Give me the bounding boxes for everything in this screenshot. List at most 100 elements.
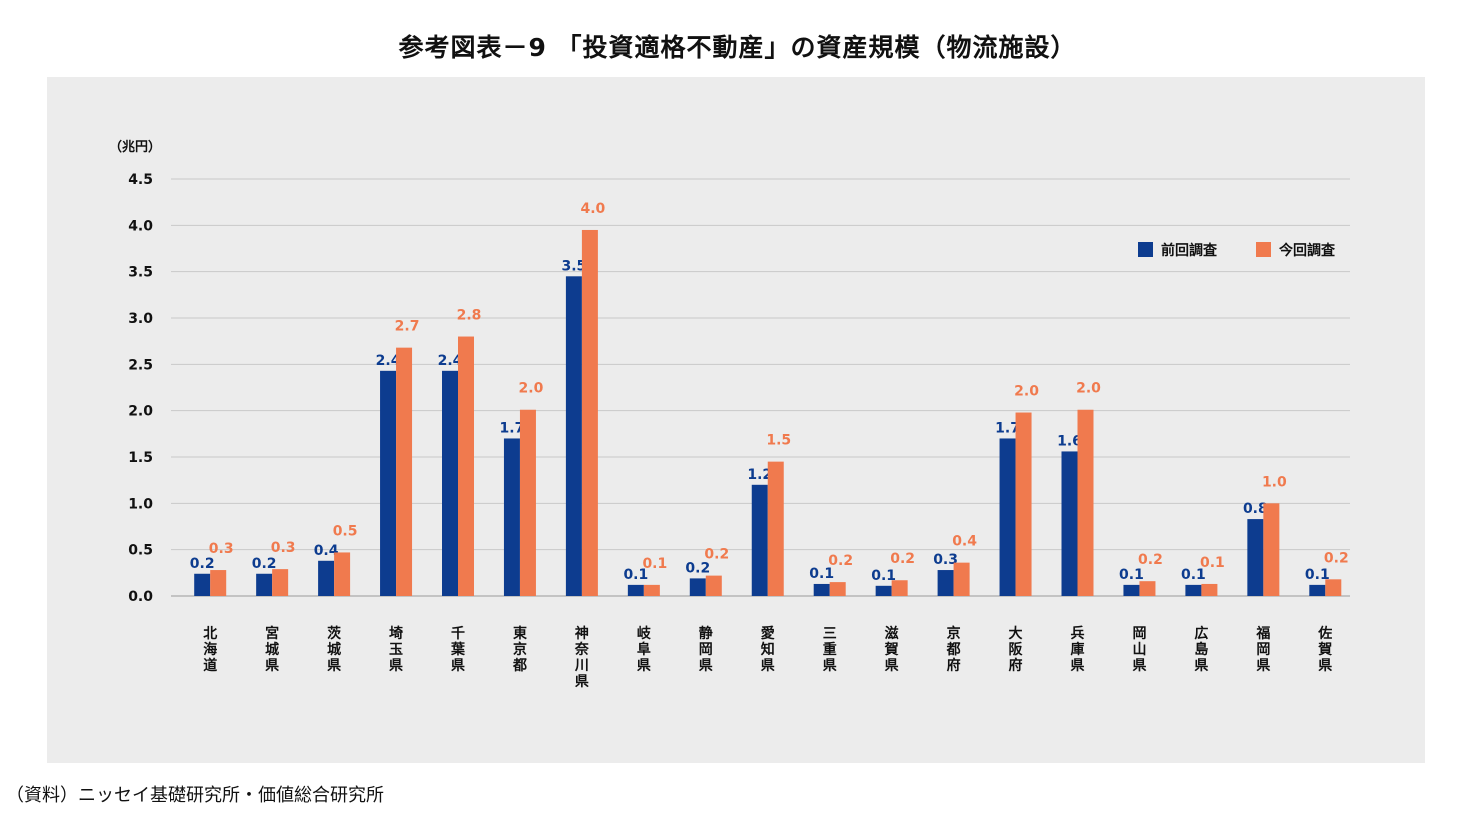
y-tick-label: 2.0 [128, 404, 153, 420]
bar-current [1015, 412, 1032, 596]
x-tick-label: 県 [1318, 658, 1332, 674]
data-label: 0.2 [252, 556, 277, 572]
bar-current [1263, 503, 1280, 596]
x-tick-label: 阪 [1009, 642, 1024, 658]
legend-label: 今回調査 [1278, 242, 1336, 259]
x-tick-label: 県 [575, 674, 589, 690]
bar-previous [565, 276, 582, 596]
bar-previous [318, 560, 335, 596]
y-tick-label: 1.0 [128, 496, 153, 512]
x-tick-label: 県 [699, 658, 713, 674]
data-label: 1.0 [1262, 474, 1287, 490]
y-tick-label: 1.5 [128, 450, 153, 466]
bar-current [519, 409, 536, 596]
x-tick-label: 県 [327, 658, 341, 674]
bar-previous [813, 583, 830, 596]
data-label: 2.0 [519, 381, 544, 397]
bar-current [272, 569, 289, 596]
data-label: 0.2 [828, 553, 853, 569]
data-label: 0.5 [333, 523, 358, 539]
x-tick-label: 城 [327, 641, 341, 658]
data-label: 0.1 [1305, 567, 1330, 583]
data-label: 2.7 [395, 319, 420, 335]
x-tick-label: 県 [451, 658, 465, 674]
data-label: 0.1 [1119, 567, 1144, 583]
y-tick-label: 0.5 [128, 543, 153, 559]
x-tick-label: 県 [885, 658, 899, 674]
data-label: 0.1 [623, 567, 648, 583]
data-label: 0.4 [952, 534, 977, 550]
data-label: 0.3 [209, 541, 234, 557]
bar-previous [1247, 519, 1264, 596]
bar-previous [1061, 451, 1078, 596]
x-tick-label: 県 [1132, 658, 1146, 674]
x-tick-label: 岡 [699, 642, 713, 658]
x-tick-label: 岡 [1132, 626, 1146, 642]
bar-previous [503, 438, 520, 596]
data-label: 3.5 [561, 258, 586, 274]
bar-previous [194, 573, 211, 596]
x-tick-label: 海 [203, 641, 217, 658]
x-tick-label: 県 [389, 658, 403, 674]
bar-previous [689, 578, 706, 596]
x-tick-label: 北 [203, 626, 217, 642]
bar-current [1077, 409, 1094, 596]
data-label: 0.2 [190, 556, 215, 572]
bar-previous [627, 584, 644, 596]
x-tick-label: 奈 [574, 641, 590, 658]
bar-chart: （兆円）0.00.51.01.52.02.53.03.54.04.50.20.3… [109, 139, 1350, 690]
x-tick-label: 重 [823, 641, 837, 658]
data-label: 2.4 [376, 353, 401, 369]
data-label: 0.2 [890, 551, 915, 567]
x-tick-label: 広 [1194, 625, 1208, 642]
x-tick-label: 城 [265, 641, 279, 658]
source-note: （資料）ニッセイ基礎研究所・価値総合研究所 [6, 785, 384, 806]
x-tick-label: 神 [575, 625, 589, 642]
bar-current [953, 562, 970, 596]
data-label: 0.4 [314, 543, 339, 559]
data-label: 2.0 [1076, 381, 1101, 397]
x-tick-label: 阜 [637, 641, 651, 658]
x-tick-label: 茨 [327, 625, 341, 642]
x-tick-label: 都 [512, 658, 527, 674]
bar-current [458, 336, 474, 596]
legend-label: 前回調査 [1161, 242, 1218, 259]
x-tick-label: 千 [451, 625, 465, 642]
bar-current [705, 575, 722, 596]
x-tick-label: 愛 [761, 625, 775, 642]
y-unit-label: （兆円） [109, 139, 161, 155]
x-tick-label: 県 [265, 658, 279, 674]
legend-swatch [1256, 242, 1271, 257]
x-tick-label: 県 [761, 658, 775, 674]
y-tick-label: 3.0 [128, 311, 153, 327]
bar-previous [1309, 584, 1326, 596]
x-tick-label: 道 [203, 657, 217, 674]
data-label: 0.3 [271, 540, 296, 556]
data-label: 0.2 [1324, 550, 1349, 566]
x-tick-label: 玉 [389, 642, 403, 658]
data-label: 0.8 [1243, 501, 1268, 517]
x-tick-label: 府 [1009, 657, 1023, 674]
data-label: 0.1 [871, 568, 896, 584]
x-tick-label: 三 [823, 626, 837, 642]
y-tick-label: 4.0 [128, 218, 153, 234]
bar-previous [256, 573, 273, 596]
bar-previous [751, 484, 768, 596]
x-tick-label: 兵 [1071, 625, 1085, 642]
y-tick-label: 2.5 [128, 357, 153, 373]
x-tick-label: 知 [761, 641, 775, 658]
bar-current [334, 552, 351, 596]
bar-previous [1123, 584, 1140, 596]
data-label: 1.2 [747, 467, 772, 483]
x-tick-label: 埼 [389, 625, 403, 642]
x-tick-label: 山 [1132, 642, 1146, 658]
data-label: 1.6 [1057, 433, 1082, 449]
data-label: 1.7 [500, 420, 525, 436]
data-label: 0.1 [1200, 555, 1225, 571]
data-label: 0.1 [1181, 567, 1206, 583]
x-tick-label: 京 [513, 641, 527, 658]
data-label: 0.3 [933, 552, 958, 568]
data-label: 0.2 [1138, 552, 1163, 568]
data-label: 1.5 [766, 433, 791, 449]
bar-previous [937, 570, 954, 596]
